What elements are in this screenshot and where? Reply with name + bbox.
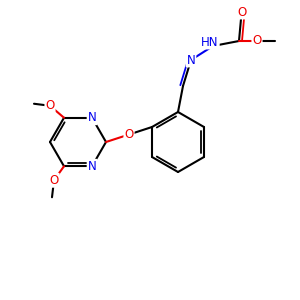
Text: N: N (88, 160, 96, 173)
Text: O: O (50, 174, 58, 187)
Text: N: N (88, 111, 96, 124)
Text: O: O (252, 34, 262, 47)
Text: N: N (187, 53, 195, 67)
Text: HN: HN (201, 35, 219, 49)
Text: O: O (124, 128, 134, 141)
Text: O: O (45, 99, 55, 112)
Text: O: O (237, 5, 247, 19)
